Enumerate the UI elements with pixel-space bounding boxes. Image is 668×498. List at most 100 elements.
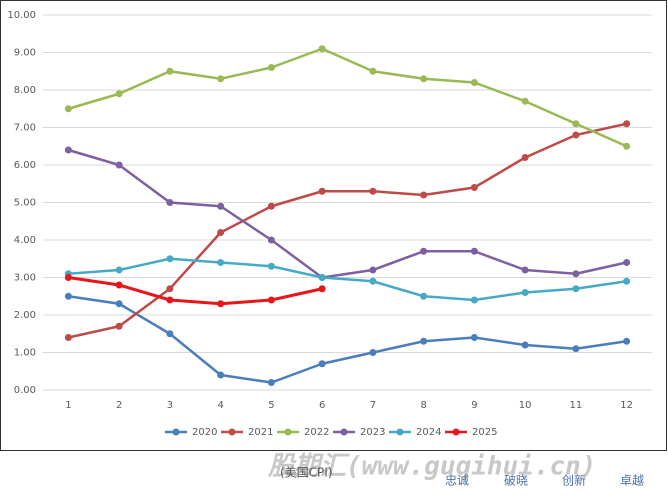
legend-label: 2022 [304,427,329,438]
series-line [68,295,627,384]
x-tick-label: 9 [471,400,477,411]
x-tick-label: 5 [268,400,274,411]
point [166,255,174,263]
point [420,75,428,83]
point [166,67,174,75]
point [166,296,174,304]
point [166,199,174,206]
y-tick-label: 2.00 [14,310,36,321]
legend-label: 2025 [472,427,497,438]
point [521,97,529,105]
point [267,64,275,71]
legend-marker [340,428,348,436]
y-tick-label: 0.00 [14,385,36,396]
point [267,236,275,244]
chart-border [0,0,667,451]
point [369,67,377,75]
y-tick-label: 3.00 [14,273,36,284]
point [420,337,428,345]
x-tick-label: 12 [620,400,633,411]
point [217,259,225,266]
legend-marker [228,428,236,436]
point [420,247,428,255]
x-tick-label: 3 [167,400,173,411]
point [470,334,478,341]
point [267,262,275,270]
series-line [68,122,627,339]
series-line [68,47,628,148]
point [521,289,529,296]
point [64,146,72,154]
point [623,120,631,128]
y-tick-label: 9.00 [14,48,36,59]
x-tick-label: 4 [217,400,223,411]
series-line [68,276,323,306]
legend-label: 2024 [416,427,441,438]
point [318,360,326,368]
x-tick-label: 11 [570,400,583,411]
point [572,270,580,278]
point [572,120,580,128]
point [470,247,478,255]
point [115,281,123,289]
x-tick-label: 7 [370,400,376,411]
caption: (美国CPI) [280,466,333,480]
point [267,379,275,386]
x-tick-label: 2 [116,400,122,411]
x-tick-label: 10 [519,400,532,411]
point [64,274,72,281]
point [64,292,72,300]
y-tick-label: 1.00 [14,348,36,359]
series-line [68,148,627,279]
legend-marker [396,428,404,436]
legend-marker [452,428,460,436]
y-tick-label: 8.00 [14,85,36,96]
point [267,296,275,304]
point [217,202,225,210]
point [623,277,631,285]
point [369,266,377,274]
point [115,322,123,330]
point [166,285,174,293]
y-tick-label: 5.00 [14,198,36,209]
point [521,266,529,274]
series-line [68,257,627,302]
y-tick-label: 6.00 [14,160,36,171]
legend-label: 2021 [248,427,273,438]
point [470,79,478,86]
point [318,45,326,53]
footer-word: 创新 [562,473,586,488]
x-tick-label: 8 [420,400,426,411]
point [217,75,225,83]
y-tick-label: 4.00 [14,235,36,246]
point [521,154,529,161]
point [572,345,580,353]
point [267,202,275,210]
point [318,187,326,195]
point [318,274,326,281]
point [572,131,580,139]
point [623,259,631,266]
y-tick-label: 10.00 [7,10,36,21]
point [623,142,631,150]
point [217,229,225,236]
point [115,266,123,274]
point [318,285,326,293]
footer-word: 卓越 [620,474,644,488]
point [572,285,580,293]
x-tick-label: 1 [65,400,71,411]
point [217,371,225,379]
point [623,337,631,345]
point [217,300,225,308]
point [166,330,174,338]
footer-word: 破晓 [504,473,528,488]
y-tick-label: 7.00 [14,123,36,134]
point [420,292,428,300]
point [521,341,529,349]
x-tick-label: 6 [319,400,325,411]
legend-label: 2023 [360,427,385,438]
footer-word: 忠诚 [445,474,469,488]
point [369,187,377,195]
legend-marker [172,428,180,436]
